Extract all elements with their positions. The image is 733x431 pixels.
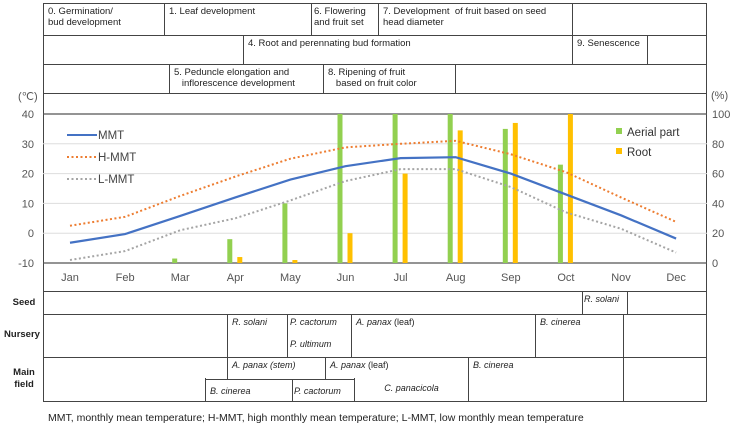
y-left-tick: 10 [22, 198, 34, 210]
bar-aerial-part [282, 203, 288, 263]
row-label-nursery: Nursery [4, 329, 40, 340]
y-left-tick: -10 [18, 258, 34, 270]
x-tick-may: May [280, 272, 301, 284]
stage-senescence: 9. Senescence [572, 35, 648, 65]
pathogen-name: A. panax [330, 360, 366, 370]
main-empty [623, 357, 707, 402]
footnote: MMT, monthly mean temperature; H-MMT, hi… [48, 412, 584, 424]
y-right-tick: 60 [712, 169, 724, 181]
x-tick-apr: Apr [227, 272, 244, 284]
bar-aerial-part [172, 258, 178, 263]
bar-aerial-part [337, 114, 343, 263]
bar-aerial-part [392, 114, 398, 263]
bar-aerial-part [447, 114, 453, 263]
y-left-tick: 20 [22, 169, 34, 181]
nursery-b-cinerea: B. cinerea [535, 314, 624, 358]
y-right-tick: 80 [712, 139, 724, 151]
bar-root [292, 260, 298, 263]
legend-label-l-mmt: L-MMT [98, 174, 134, 186]
stage-leaf-development: 1. Leaf development [164, 3, 312, 36]
seed-empty [43, 291, 583, 315]
legend-label-mmt: MMT [98, 130, 124, 142]
bar-root [402, 173, 408, 263]
y-right-tick: 20 [712, 228, 724, 240]
row-label-main-field: Main field [13, 367, 35, 390]
line-h-mmt [69, 139, 677, 227]
legend-label-root: Root [627, 147, 652, 159]
x-tick-oct: Oct [557, 272, 574, 284]
bar-aerial-part [227, 239, 233, 263]
bar-root [512, 122, 518, 263]
seed-empty [627, 291, 707, 315]
y-right-tick: 0 [712, 258, 718, 270]
nursery-pythium-phytophthora: P. cactorum P. ultimum [287, 314, 352, 358]
y-left-tick: 30 [22, 139, 34, 151]
stage-peduncle: 5. Peduncle elongation and inflorescence… [169, 64, 324, 94]
pathogen-organ: (leaf) [394, 317, 415, 327]
line-l-mmt [69, 168, 677, 262]
nursery-p-cactorum: P. cactorum [290, 317, 337, 327]
stage-flowering: 6. Flowering and fruit set [311, 3, 379, 36]
bar-root [347, 233, 353, 263]
legend-label-aerial-part: Aerial part [627, 127, 680, 139]
stage-empty [572, 3, 707, 36]
pathogen-name: A. panax [356, 317, 392, 327]
main-b-cinerea: B. cinerea [468, 357, 624, 402]
y-right-tick: 100 [712, 109, 730, 121]
stage-fruit-development: 7. Development of fruit based on seed he… [378, 3, 573, 36]
stage-germination: 0. Germination/ bud development [43, 3, 165, 36]
pathogen-organ: (leaf) [368, 360, 389, 370]
bar-root [237, 257, 243, 263]
y-right-tick: 40 [712, 198, 724, 210]
main-p-cactorum: P. cactorum [292, 379, 355, 402]
nursery-p-ultimum: P. ultimum [290, 339, 332, 349]
legend-swatch-aerial-part [616, 128, 622, 134]
main-a-panax-stem: A. panax (stem) [227, 357, 326, 380]
main-empty [43, 357, 228, 380]
x-tick-feb: Feb [116, 272, 135, 284]
x-tick-jan: Jan [61, 272, 79, 284]
legend-swatch-root [616, 148, 622, 154]
nursery-a-panax: A. panax (leaf) [351, 314, 536, 358]
y-left-unit: (℃) [18, 91, 38, 103]
x-tick-dec: Dec [666, 272, 686, 284]
line-mmt [69, 156, 677, 244]
y-left-tick: 0 [28, 228, 34, 240]
stage-empty [647, 35, 707, 65]
bar-aerial-part [502, 128, 508, 263]
bar-aerial-part [557, 164, 563, 263]
bar-root [567, 114, 573, 263]
main-a-panax-leaf: A. panax (leaf) [325, 357, 469, 380]
main-b-cinerea-2: B. cinerea [205, 379, 293, 402]
y-left-tick: 40 [22, 109, 34, 121]
row-label-seed: Seed [12, 297, 36, 308]
seed-r-solani: R. solani [582, 291, 628, 315]
x-tick-nov: Nov [611, 272, 631, 284]
x-tick-aug: Aug [446, 272, 466, 284]
nursery-empty [43, 314, 228, 358]
nursery-empty [623, 314, 707, 358]
nursery-r-solani: R. solani [227, 314, 288, 358]
x-tick-jul: Jul [394, 272, 408, 284]
bar-root [457, 130, 463, 263]
x-tick-jun: Jun [337, 272, 355, 284]
y-right-unit: (%) [711, 90, 729, 102]
x-tick-sep: Sep [501, 272, 521, 284]
legend-label-h-mmt: H-MMT [98, 152, 136, 164]
main-c-panacicola: C. panacicola [354, 378, 469, 402]
x-tick-mar: Mar [171, 272, 190, 284]
main-empty [43, 378, 206, 402]
